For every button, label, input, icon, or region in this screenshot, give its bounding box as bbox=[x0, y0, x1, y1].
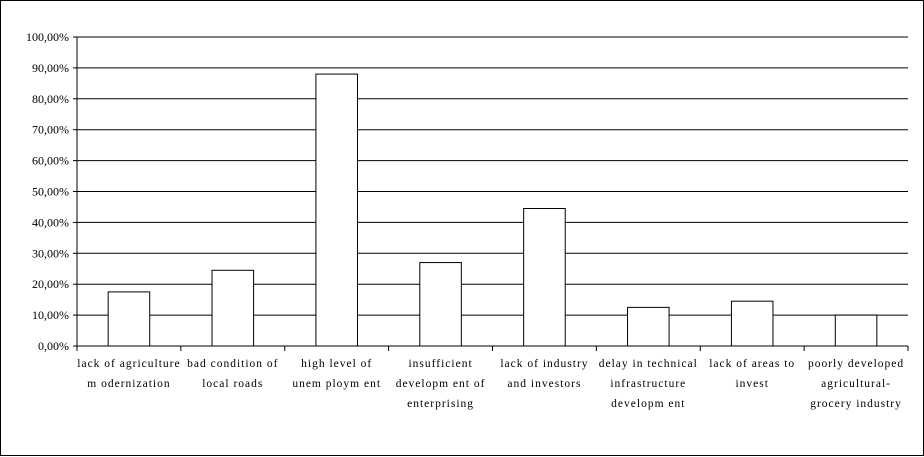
bar bbox=[419, 262, 462, 347]
x-category-label-line: lack of areas to bbox=[709, 358, 795, 370]
x-category-label: high level of unem ploym ent bbox=[292, 358, 381, 390]
x-category-label-line: high level of bbox=[301, 358, 372, 370]
x-category-label-line: grocery industry bbox=[810, 398, 902, 410]
x-category-label-line: delay in technical bbox=[599, 358, 698, 370]
y-tick-label: 70,00% bbox=[32, 123, 69, 137]
x-category-label-line: agricultural- bbox=[821, 378, 891, 390]
y-tick-label: 10,00% bbox=[32, 308, 69, 322]
y-tick-label: 40,00% bbox=[32, 215, 69, 229]
y-tick-label: 50,00% bbox=[32, 185, 69, 199]
x-category-label: lack of agriculture m odernization bbox=[77, 358, 180, 390]
y-tick-label: 60,00% bbox=[32, 154, 69, 168]
x-category-label-line: and investors bbox=[507, 378, 581, 390]
x-category-label-line: poorly developed bbox=[808, 358, 904, 370]
y-tick-label: 20,00% bbox=[32, 277, 69, 291]
x-category-label-line: lack of industry bbox=[500, 358, 588, 370]
y-tick-label: 80,00% bbox=[32, 92, 69, 106]
x-category-label-line: lack of agriculture bbox=[77, 358, 180, 370]
x-category-label: delay in technical infrastructure developm… bbox=[599, 358, 698, 410]
x-category-label-line: developm ent of bbox=[396, 378, 486, 390]
x-category-label: poorly developed agricultural-grocery ind… bbox=[808, 358, 904, 410]
y-tick-label: 100,00% bbox=[26, 30, 69, 44]
x-category-label-line: m odernization bbox=[87, 378, 170, 390]
bar bbox=[730, 300, 774, 347]
y-tick-label: 90,00% bbox=[32, 61, 69, 75]
x-category-label-line: unem ploym ent bbox=[292, 378, 381, 390]
bar bbox=[211, 269, 255, 347]
x-category-label-line: insufficient bbox=[408, 358, 472, 370]
bar bbox=[523, 207, 566, 347]
x-category-label: lack of areas to invest bbox=[709, 358, 795, 390]
y-tick-label: 0,00% bbox=[38, 339, 69, 353]
y-tick-label: 30,00% bbox=[32, 246, 69, 260]
x-category-label-line: developm ent bbox=[611, 398, 685, 410]
bar bbox=[315, 73, 358, 347]
x-category-label: insufficient developm ent of enterprising bbox=[396, 358, 486, 410]
x-category-label-line: infrastructure bbox=[610, 378, 686, 390]
bar bbox=[107, 291, 151, 347]
x-category-label-line: invest bbox=[735, 378, 768, 390]
x-category-label-line: local roads bbox=[202, 378, 263, 390]
x-category-label: bad condition of local roads bbox=[187, 358, 278, 390]
x-category-label-line: enterprising bbox=[407, 398, 474, 410]
bar bbox=[627, 306, 670, 347]
bar bbox=[834, 314, 878, 347]
x-category-label: lack of industry and investors bbox=[500, 358, 588, 390]
x-category-label-line: bad condition of bbox=[187, 358, 278, 370]
